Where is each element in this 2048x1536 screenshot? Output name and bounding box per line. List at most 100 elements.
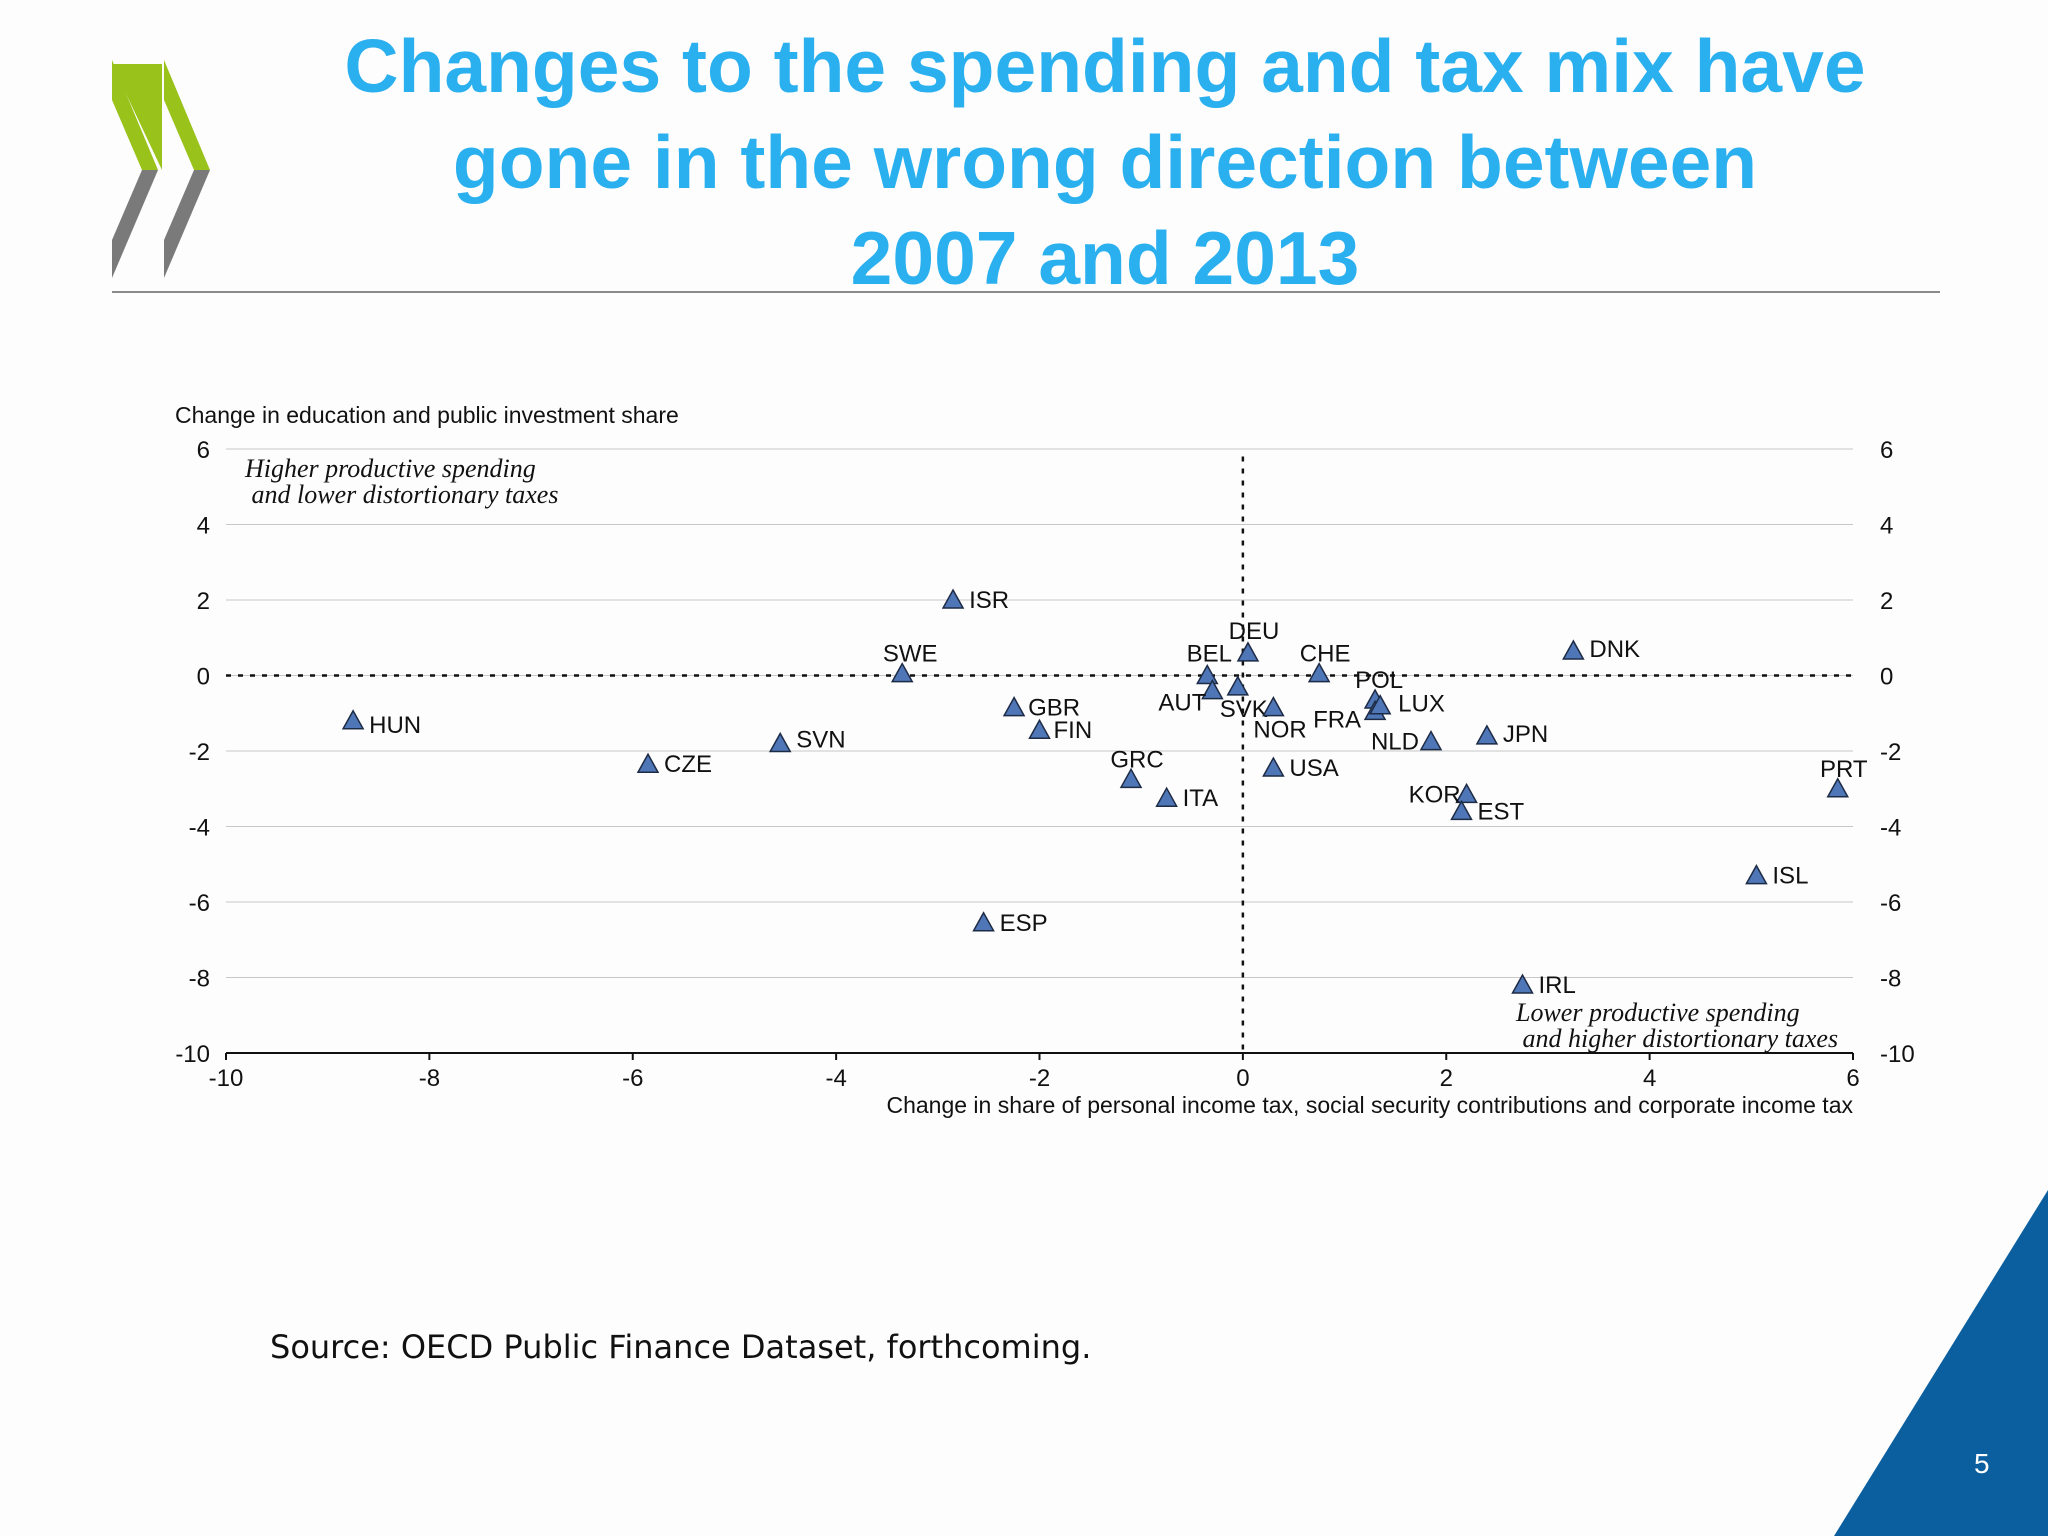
data-point-prt: PRT	[1820, 756, 1868, 798]
triangle-marker	[1368, 694, 1392, 715]
point-label: CZE	[664, 751, 712, 778]
y-tick-label-left: -2	[189, 739, 210, 766]
triangle-marker	[1826, 777, 1850, 798]
triangle-marker	[1745, 864, 1768, 885]
point-label: SWE	[883, 641, 938, 668]
data-point-esp: ESP	[972, 910, 1048, 937]
title-line-3: 2007 and 2013	[850, 216, 1360, 300]
data-point-hun: HUN	[341, 709, 421, 739]
y-tick-label-right: 0	[1880, 664, 1893, 691]
point-label: LUX	[1398, 691, 1445, 718]
annotation-bottom-right-line-1: Lower productive spending	[1515, 998, 1800, 1027]
data-point-ita: ITA	[1155, 785, 1219, 812]
triangle-marker	[1307, 662, 1331, 683]
data-point-kor: KOR	[1409, 781, 1478, 808]
x-tick-label: 0	[1236, 1065, 1249, 1092]
reference-lines	[226, 456, 1853, 1053]
point-label: IRL	[1539, 972, 1576, 999]
y-tick-label-left: -6	[189, 890, 210, 917]
x-tick-label: -8	[419, 1065, 440, 1092]
point-label: GBR	[1028, 695, 1080, 722]
corner-triangle	[1834, 1190, 2048, 1536]
point-label: HUN	[369, 712, 421, 739]
annotation-top-left-line-1: Higher productive spending	[244, 454, 536, 483]
x-tick-label: 6	[1846, 1065, 1859, 1092]
title-line-1: Changes to the spending and tax mix have	[344, 24, 1866, 108]
triangle-marker	[1028, 718, 1051, 739]
logo-chevron-green-1	[112, 60, 158, 170]
triangle-marker	[768, 731, 792, 753]
triangle-marker	[1155, 786, 1178, 807]
point-label: KOR	[1409, 781, 1461, 808]
triangle-marker	[1196, 663, 1219, 685]
source-note: Source: OECD Public Finance Dataset, for…	[270, 1328, 1092, 1366]
axes: 6 64 42 20 0-2 -2-4 -4-6 -6-8 -8-10 -10-10 -8 -6 -4-…	[175, 437, 1914, 1092]
point-label: ITA	[1183, 785, 1219, 812]
point-label: ISR	[969, 587, 1009, 614]
point-label: FIN	[1054, 717, 1093, 744]
logo-chevron-gray-2	[164, 170, 210, 278]
point-label: CHE	[1300, 641, 1351, 668]
data-point-svk: SVK	[1220, 675, 1268, 723]
y-tick-label-right: -2	[1880, 739, 1901, 766]
x-tick-label: -2	[1029, 1065, 1050, 1092]
data-point-est: EST	[1450, 798, 1525, 825]
data-point-fin: FIN	[1028, 717, 1093, 744]
point-label: AUT	[1158, 690, 1206, 717]
y-tick-label-right: -4	[1880, 815, 1901, 842]
annotation-top-left-line-2: and lower distortionary taxes	[245, 480, 558, 509]
point-label: DEU	[1229, 618, 1280, 645]
page-number: 5	[1974, 1448, 1990, 1479]
logo-chevron-green-2	[164, 60, 210, 170]
triangle-marker	[1455, 782, 1478, 804]
y-tick-label-left: 2	[197, 588, 210, 615]
y-tick-label-left: 0	[197, 664, 210, 691]
x-tick-label: -10	[209, 1065, 244, 1092]
triangle-marker	[1511, 973, 1534, 994]
scatter-chart: 6 64 42 20 0-2 -2-4 -4-6 -6-8 -8-10 -10-10 -8 -6 -4-…	[175, 402, 1915, 1118]
triangle-marker	[1236, 641, 1260, 662]
data-point-isl: ISL	[1745, 863, 1808, 890]
data-point-lux: LUX	[1368, 691, 1445, 718]
y-tick-label-left: 4	[197, 513, 210, 540]
y-axis-label: Change in education and public investmen…	[175, 402, 679, 428]
title-divider	[112, 291, 1940, 293]
annotation-top-left: Higher productive spending and lower dis…	[244, 454, 558, 509]
data-point-jpn: JPN	[1475, 721, 1548, 748]
triangle-marker	[972, 911, 995, 932]
y-tick-label-right: -6	[1880, 890, 1901, 917]
point-label: USA	[1289, 755, 1338, 782]
gridlines	[226, 448, 1853, 978]
triangle-marker	[1262, 696, 1285, 717]
y-tick-label-left: 6	[197, 437, 210, 464]
point-label: DNK	[1589, 636, 1640, 663]
point-label: NLD	[1371, 729, 1419, 756]
data-point-isr: ISR	[941, 587, 1009, 614]
point-label: JPN	[1503, 721, 1548, 748]
y-tick-label-left: -10	[175, 1041, 210, 1068]
data-point-cze: CZE	[636, 751, 712, 778]
triangle-marker	[1475, 724, 1499, 745]
triangle-marker	[1002, 696, 1026, 717]
point-label: SVK	[1220, 696, 1268, 723]
data-point-nor: NOR	[1253, 696, 1307, 744]
x-tick-label: -6	[622, 1065, 643, 1092]
annotation-bottom-right-line-2: and higher distortionary taxes	[1516, 1024, 1838, 1053]
point-label: GRC	[1110, 746, 1163, 773]
triangle-marker	[636, 752, 660, 773]
y-tick-label-left: -8	[189, 966, 210, 993]
data-point-deu: DEU	[1229, 618, 1280, 662]
y-tick-label-right: 2	[1880, 588, 1893, 615]
point-label: ESP	[1000, 910, 1048, 937]
data-point-swe: SWE	[883, 641, 938, 683]
annotation-bottom-right: Lower productive spending and higher dis…	[1515, 998, 1838, 1053]
point-label: SVN	[796, 726, 845, 753]
y-tick-label-right: -8	[1880, 966, 1901, 993]
data-point-gbr: GBR	[1002, 695, 1080, 722]
x-tick-label: -4	[825, 1065, 846, 1092]
x-axis-label: Change in share of personal income tax, …	[886, 1092, 1853, 1118]
x-tick-label: 4	[1643, 1065, 1656, 1092]
triangle-marker	[1419, 730, 1443, 751]
data-point-usa: USA	[1262, 755, 1339, 782]
title-line-2: gone in the wrong direction between	[452, 120, 1758, 204]
